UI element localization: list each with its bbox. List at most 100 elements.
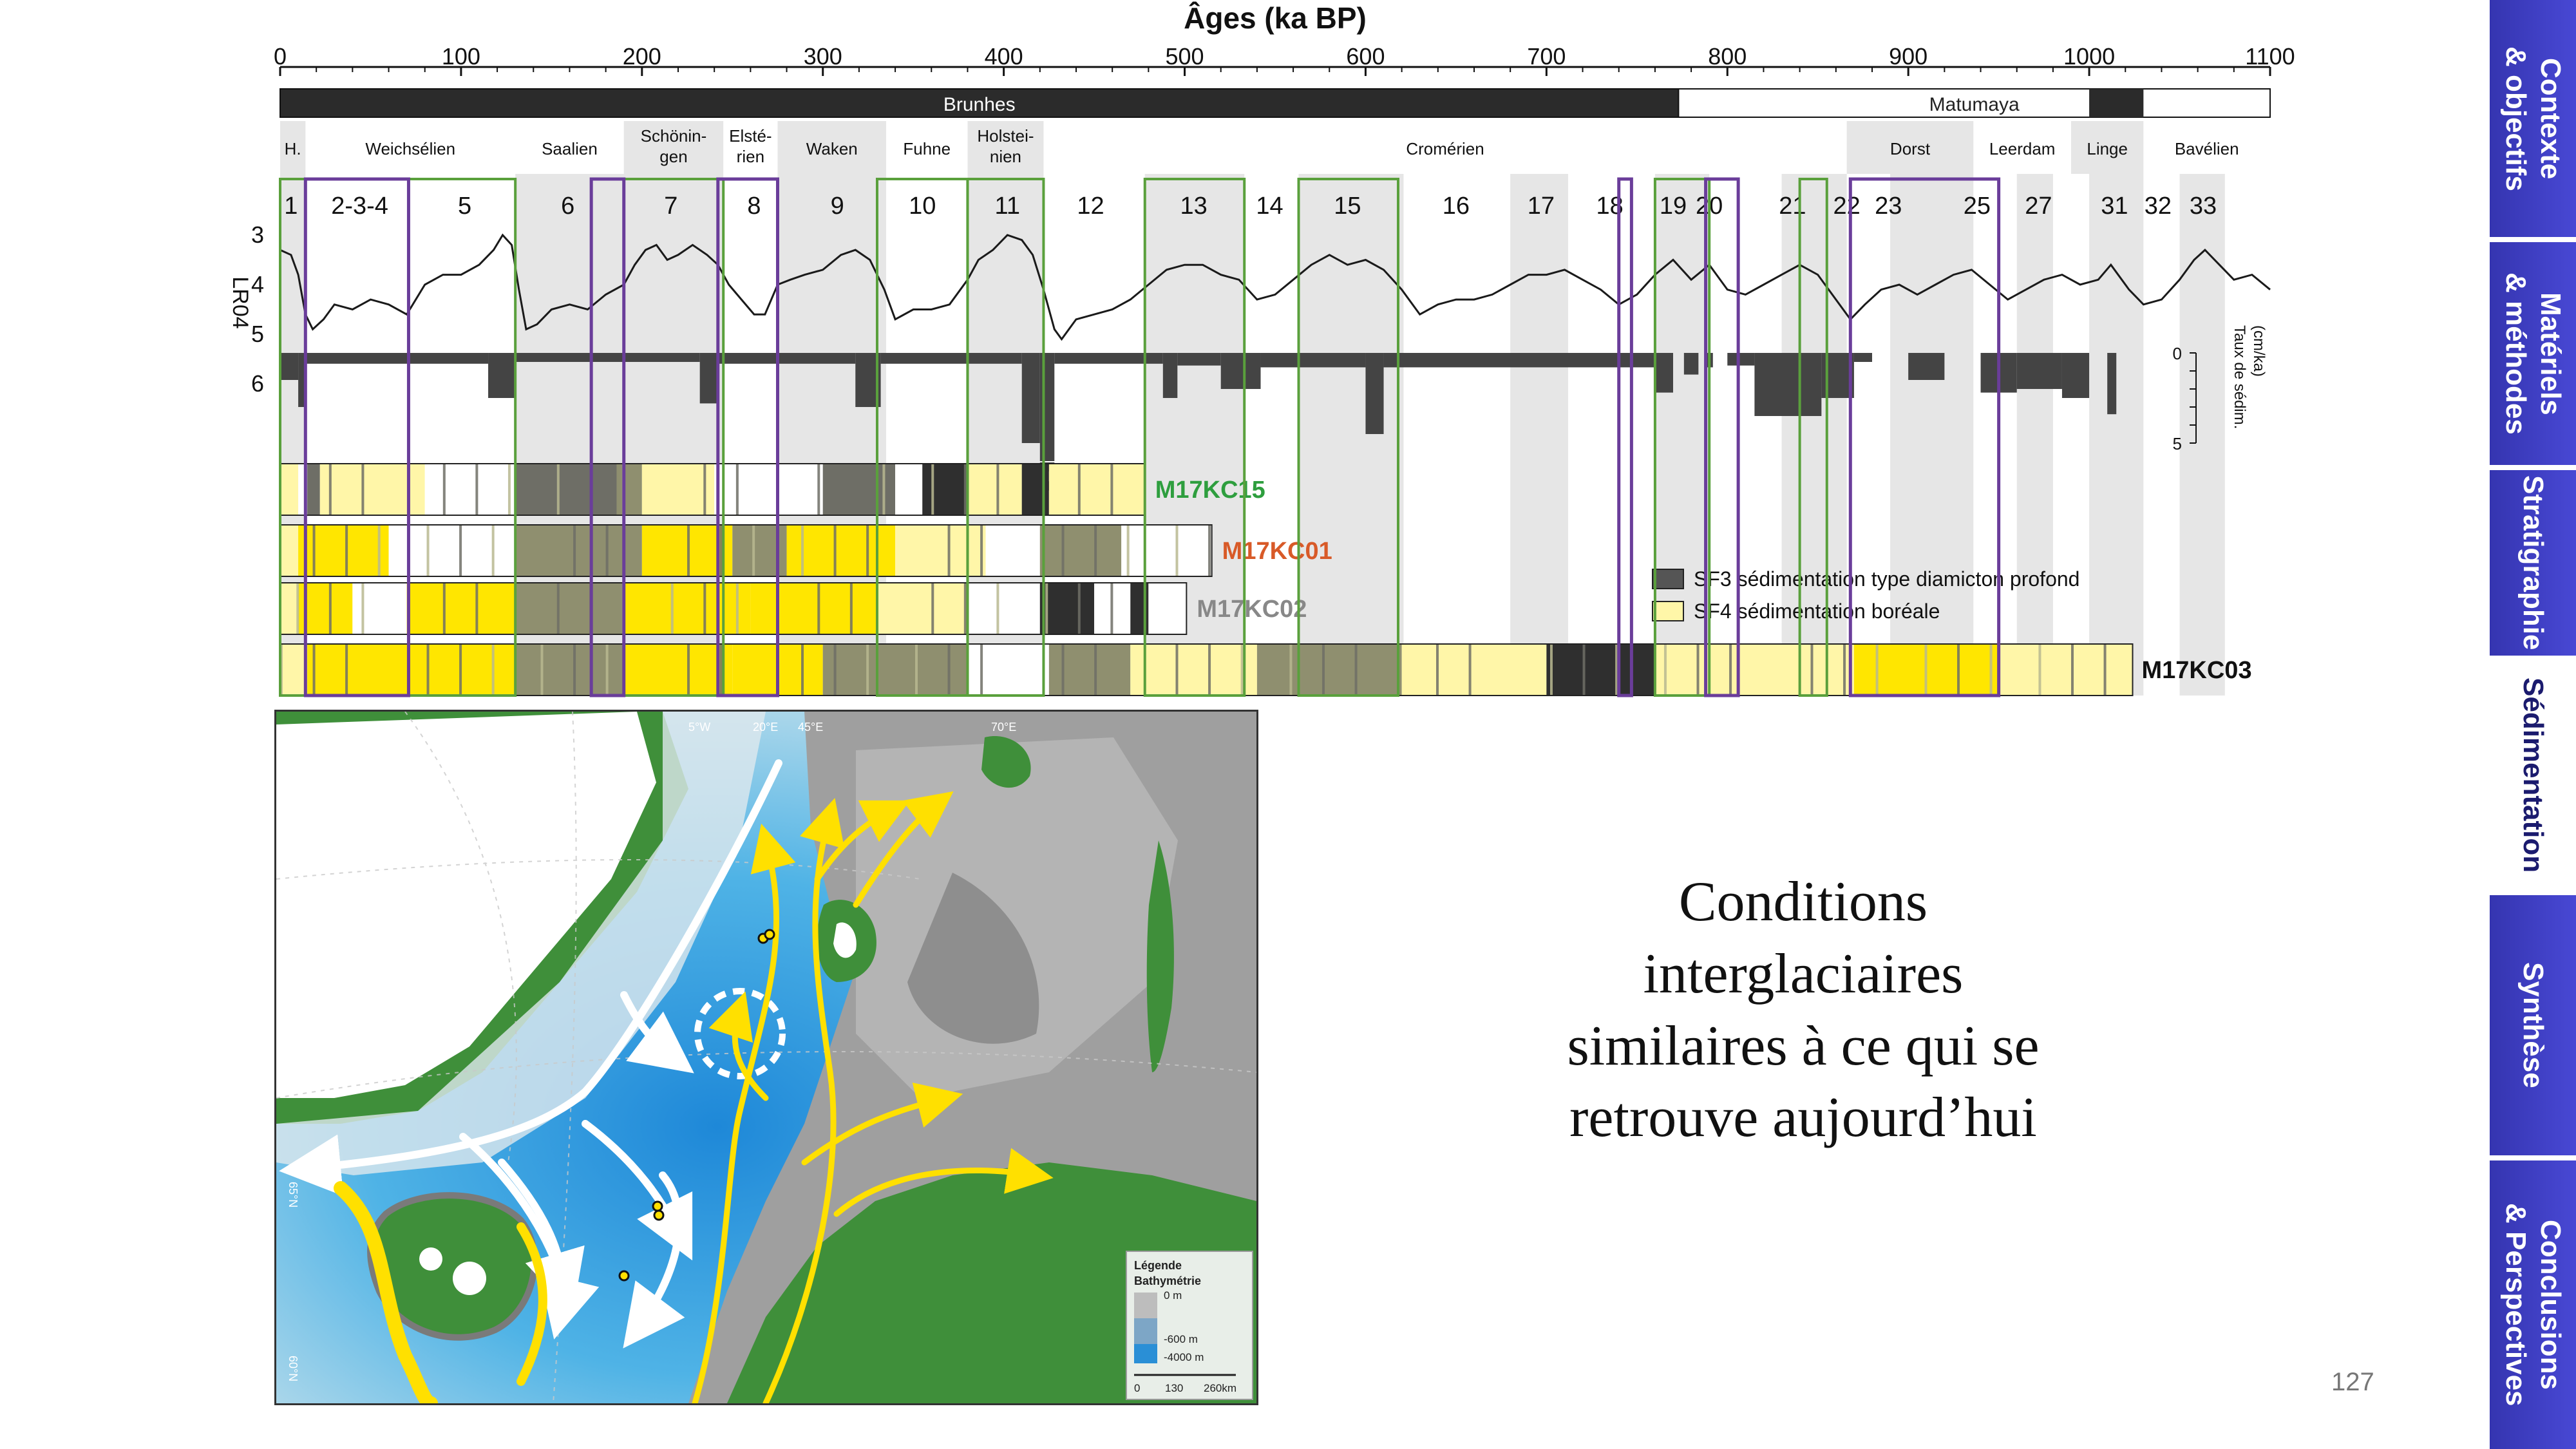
core-facies-stripe [996, 464, 999, 515]
period-shade [2071, 121, 2144, 174]
core-facies-stripe [2038, 644, 2041, 696]
core-facies-stripe [1615, 644, 1618, 696]
sed-rate-bar [2107, 353, 2117, 415]
core-facies-stripe [1924, 644, 1927, 696]
age-tick-label: 0 [274, 43, 287, 70]
core-facies-stripe [361, 583, 365, 634]
core-facies-band [1148, 583, 1187, 634]
interglacial-box-green [1143, 178, 1246, 697]
nav-tab-contexte[interactable]: Contexte & objectifs [2490, 0, 2576, 237]
core-facies-stripe [459, 644, 462, 696]
core-facies-stripe [947, 644, 951, 696]
stratigraphy-chart: Âges (ka BP)0 100 200 300 400 500 600 700 800 900… [228, 1, 2295, 697]
scale-label: 130 [1165, 1382, 1183, 1394]
core-facies-band [641, 464, 715, 515]
polarity-subchron [2089, 89, 2144, 117]
core-facies-stripe [849, 583, 853, 634]
period-shade [623, 121, 724, 174]
age-tick-label: 1100 [2245, 43, 2295, 70]
mis-label: 19 [1660, 193, 1687, 220]
core-facies-stripe [1322, 644, 1325, 696]
deep-shelf [907, 873, 1039, 1044]
period-shade [280, 121, 306, 174]
lr04-curve [279, 233, 2271, 341]
lon-label: 70°E [991, 721, 1016, 734]
core-facies-stripe [491, 525, 495, 576]
map-legend-subtitle: Bathymétrie [1134, 1274, 1201, 1287]
lr04-tick-label: 5 [251, 321, 264, 347]
core-facies-stripe [540, 644, 544, 696]
mis-label: 22 [1833, 193, 1861, 220]
period-label: H. [285, 139, 301, 158]
core-facies-band [1401, 644, 1547, 696]
core-facies-stripe [312, 644, 316, 696]
sed-rate-bar [2016, 353, 2062, 389]
core-label: M17KC15 [1155, 477, 1265, 504]
lon-label: 5°W [688, 721, 710, 734]
interglacial-shade [2016, 174, 2053, 696]
section-sidebar: Contexte & objectifs Matériels & méthode… [2490, 0, 2576, 1449]
core-facies-stripe [328, 464, 332, 515]
nav-tab-conclusions[interactable]: Conclusions & Perspectives [2490, 1160, 2576, 1449]
sed-rate-bar [1754, 353, 1822, 416]
core-facies-band [1021, 464, 1049, 515]
age-tick-label: 700 [1527, 43, 1566, 70]
core-facies-stripe [817, 583, 820, 634]
core-facies-band [922, 464, 968, 515]
core-facies-stripe [1061, 644, 1065, 696]
sed-rate-tick-label: 5 [2173, 434, 2182, 453]
core-facies-band [280, 464, 299, 515]
nav-tab-label: Synthèse [2517, 962, 2549, 1088]
cold-currents [276, 721, 782, 1349]
core-facies-band [714, 464, 823, 515]
core-facies-band [623, 583, 751, 634]
core-facies-stripe [1957, 644, 1960, 696]
core-facies-stripe [1354, 644, 1358, 696]
period-shade [1846, 121, 1974, 174]
core-facies-stripe [801, 644, 804, 696]
core-facies-band [967, 644, 1049, 696]
core-facies-stripe [1110, 464, 1113, 515]
core-facies-stripe [1582, 644, 1586, 696]
core-facies-stripe [605, 644, 609, 696]
nav-tab-stratigraphie[interactable]: Stratigraphie [2490, 470, 2576, 656]
mis-label: 31 [2101, 193, 2128, 220]
age-tick-label: 100 [442, 43, 480, 70]
core-facies-band [307, 464, 320, 515]
interglacial-box-purple [1617, 177, 1633, 697]
sed-rate-tick-label: 0 [2173, 344, 2182, 363]
core-facies-band [1121, 525, 1212, 576]
nav-tab-label: Conclusions & Perspectives [2500, 1203, 2566, 1406]
core-facies-stripe [1045, 583, 1048, 634]
age-tick-label: 300 [804, 43, 842, 70]
lr04-tick-label: 4 [251, 271, 264, 298]
polarity-label: Matumaya [1929, 94, 2020, 115]
sed-rate-bar [280, 353, 299, 380]
mis-label: 32 [2145, 193, 2172, 220]
core-facies-stripe [833, 644, 837, 696]
core-facies-stripe [1810, 644, 1814, 696]
nav-tab-sedimentation[interactable]: Sédimentation [2490, 661, 2576, 890]
nav-tab-synthese[interactable]: Synthèse [2490, 895, 2576, 1155]
core-facies-band [280, 644, 308, 696]
period-label: Fuhne [903, 139, 951, 158]
core-facies-band [822, 644, 968, 696]
stratigraphic-figure: Âges (ka BP) 0 100 200 300 400 500 600 700 800 900… [0, 0, 2318, 708]
core-facies-stripe [1663, 644, 1667, 696]
core-facies-band [967, 583, 1040, 634]
period-label: Schönin-gen [641, 126, 707, 166]
core-facies-stripe [1175, 644, 1179, 696]
page-number: 127 [2331, 1368, 2374, 1396]
age-tick-label: 600 [1346, 43, 1385, 70]
depth-label: 0 m [1164, 1289, 1182, 1302]
sed-rate-bar [699, 353, 718, 404]
core-facies-stripe [296, 583, 299, 634]
core-facies-band [895, 525, 986, 576]
nav-tab-materiels[interactable]: Matériels & méthodes [2490, 242, 2576, 465]
core-facies-stripe [573, 525, 576, 576]
mis-label: 11 [995, 193, 1020, 220]
period-shade [777, 121, 887, 174]
core-sites [618, 929, 775, 1282]
legend-swatch [1652, 569, 1684, 589]
core-facies-stripe [1729, 644, 1732, 696]
